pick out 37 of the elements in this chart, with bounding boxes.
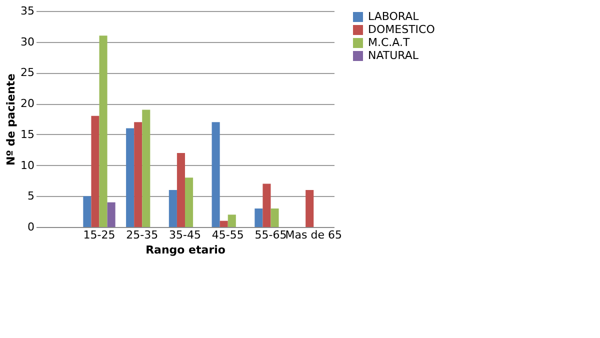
bar xyxy=(142,110,150,227)
y-tick-label: 0 xyxy=(28,220,34,234)
y-tick-label: 20 xyxy=(20,97,34,110)
x-tick-label: 15-25 xyxy=(83,228,116,242)
bar xyxy=(262,184,271,227)
y-tick-label: 15 xyxy=(20,128,34,141)
y-tick-label: 10 xyxy=(20,158,34,172)
x-axis-title: Rango etario xyxy=(146,244,226,256)
bar xyxy=(134,122,142,227)
x-tick-label: Mas de 65 xyxy=(285,228,342,242)
bar xyxy=(176,152,185,227)
y-tick-label: 35 xyxy=(20,4,34,18)
x-tick-label: 35-45 xyxy=(169,228,201,242)
y-axis-title: Nº de paciente xyxy=(4,73,18,166)
bar xyxy=(99,36,108,227)
bar xyxy=(228,214,236,227)
y-tick-label: 30 xyxy=(20,35,34,48)
bar xyxy=(185,178,194,227)
x-tick-label: 25-35 xyxy=(126,228,158,242)
bar xyxy=(306,190,314,227)
y-tick-label: 25 xyxy=(20,66,34,80)
bar xyxy=(83,196,92,227)
legend-label: DOMESTICO xyxy=(368,23,436,36)
y-tick-label: 5 xyxy=(28,190,34,203)
bar xyxy=(220,220,228,227)
legend-label: LABORAL xyxy=(368,10,420,23)
bar xyxy=(270,208,279,227)
legend-label: M.C.A.T xyxy=(368,36,410,49)
bar xyxy=(126,128,134,227)
bar xyxy=(107,202,116,227)
bar xyxy=(91,116,100,227)
x-tick-label: 45-55 xyxy=(212,228,244,242)
bar xyxy=(254,208,263,227)
legend-label: NATURAL xyxy=(368,49,420,62)
x-tick-label: 55-65 xyxy=(254,228,287,242)
bar xyxy=(168,190,177,227)
bar xyxy=(212,122,220,227)
